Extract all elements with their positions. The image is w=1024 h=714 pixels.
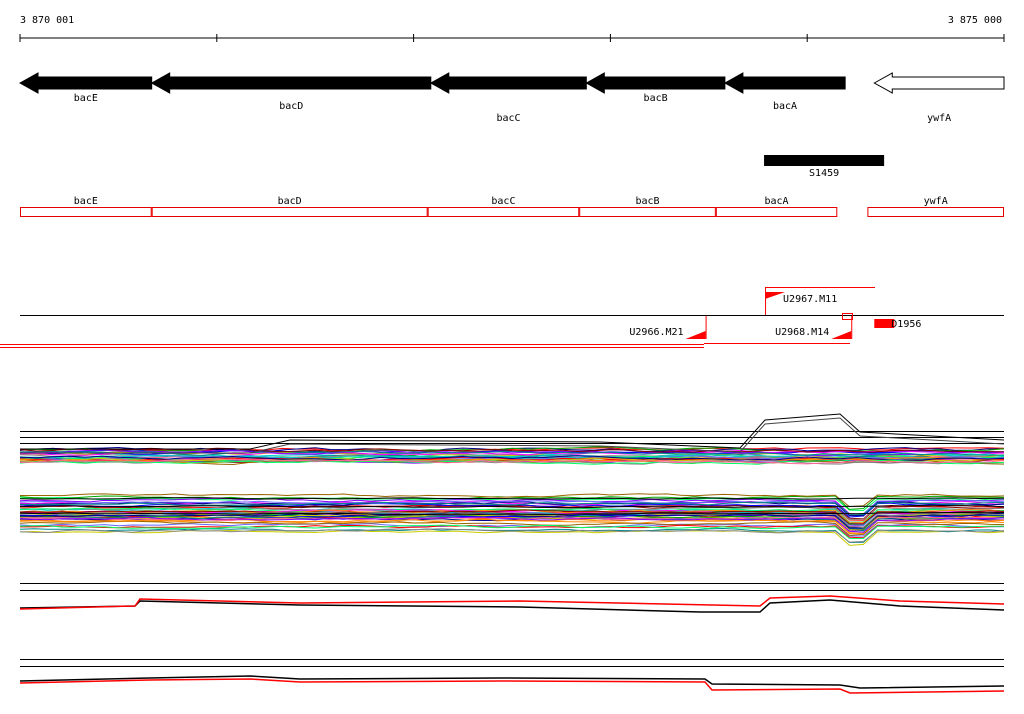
signal-line-dark [19, 511, 1005, 516]
region-label-bacD: bacD [278, 196, 302, 207]
signal-line [19, 500, 1005, 517]
signal-line-peak [20, 417, 1005, 454]
signal-line [19, 522, 1005, 537]
signal-line-red [19, 678, 1005, 694]
feature-label-U2966.M21: U2966.M21 [629, 327, 683, 338]
feature-label-U2968.M14: U2968.M14 [775, 327, 829, 338]
feature-track: U2967.M11 U2966.M21 U2968.M14 D1956 [0, 287, 1004, 348]
signal-line [19, 509, 1005, 525]
gene-label-bacC: bacC [497, 113, 521, 124]
signal-line [19, 524, 1005, 540]
region-box-bacB[interactable] [579, 207, 716, 217]
gene-arrow-bacC[interactable] [429, 72, 587, 94]
ruler-start-label: 3 870 001 [20, 15, 74, 26]
gene-label-bacA: bacA [773, 101, 797, 112]
signal-line [19, 520, 1005, 536]
signal-line [19, 516, 1005, 533]
gene-label-ywfA: ywfA [927, 113, 951, 124]
gene-arrow-ywfA[interactable] [873, 72, 1005, 94]
signal-track-2 [19, 493, 1005, 546]
region-box-bacC[interactable] [427, 207, 580, 217]
signal-line-peak [20, 413, 1005, 450]
gene-label-bacD: bacD [279, 101, 303, 112]
region-box-ywfA[interactable] [867, 207, 1005, 217]
region-label-ywfA: ywfA [924, 196, 948, 207]
gene-arrow-bacA[interactable] [723, 72, 846, 94]
signal-line-dark [19, 504, 1005, 509]
signal-line [19, 458, 1005, 465]
region-label-bacE: bacE [74, 196, 98, 207]
segment-bar[interactable] [764, 155, 885, 166]
signal-line [19, 459, 1005, 465]
signal-line-dark [19, 497, 1005, 500]
region-label-bacA: bacA [765, 196, 789, 207]
signal-track-1 [19, 413, 1005, 466]
ruler-end-label: 3 875 000 [948, 15, 1002, 26]
segment-track: S1459 [764, 155, 885, 179]
gene-label-bacB: bacB [644, 93, 668, 104]
region-box-bacE[interactable] [20, 207, 152, 217]
position-ruler: 3 870 001 3 875 000 [19, 15, 1005, 42]
gene-label-bacE: bacE [74, 93, 98, 104]
feature-label-U2967.M11: U2967.M11 [783, 294, 837, 305]
feature-flag-U2968.M14[interactable] [831, 331, 852, 339]
gene-arrow-bacD[interactable] [150, 72, 432, 94]
segment-label: S1459 [809, 168, 839, 179]
region-track: bacE bacD bacC bacB bacA ywfA [20, 196, 1005, 217]
signal-line-black [19, 675, 1005, 689]
signal-line [19, 512, 1005, 529]
ruler-ticks [19, 34, 1005, 42]
feature-marker-box [842, 313, 853, 320]
region-label-bacB: bacB [635, 196, 659, 207]
feature-flag-U2966.M21[interactable] [685, 331, 706, 339]
signal-line-red [19, 595, 1005, 610]
feature-label-D1956: D1956 [891, 319, 921, 330]
feature-box-D1956[interactable] [874, 319, 895, 328]
gene-annotation-track: bacE bacD bacC bacB bacA ywfA [18, 72, 1005, 124]
region-box-bacD[interactable] [151, 207, 428, 217]
gene-arrow-bacB[interactable] [585, 72, 726, 94]
region-box-bacA[interactable] [715, 207, 838, 217]
signal-track-3 [19, 583, 1005, 613]
signal-line [19, 455, 1005, 461]
signal-line [19, 518, 1005, 535]
gene-arrow-bacE[interactable] [18, 72, 153, 94]
signal-line [19, 528, 1005, 543]
signal-track-4 [19, 659, 1005, 694]
region-label-bacC: bacC [491, 196, 515, 207]
feature-flag-U2967.M11[interactable] [765, 292, 786, 299]
signal-line-black [19, 599, 1005, 613]
